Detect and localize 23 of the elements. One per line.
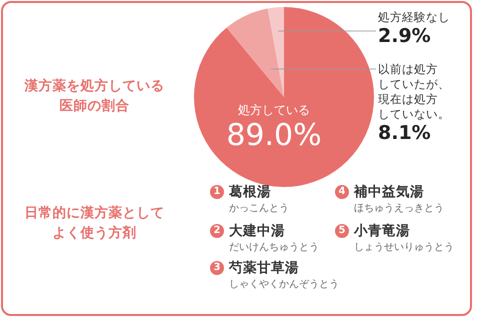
text: 日常的に漢方薬としてよく使う方剤 xyxy=(24,204,166,243)
data-label: 8.1% xyxy=(378,122,432,144)
number-badge: 5 xyxy=(335,224,349,238)
text: 大建中湯 xyxy=(229,222,285,240)
data-label: 2.9% xyxy=(378,25,432,47)
text: 葛根湯 xyxy=(229,183,271,201)
data-label: 89.0% xyxy=(226,118,322,153)
number-badge: 2 xyxy=(210,224,224,238)
text: だいけんちゅうとう xyxy=(229,241,319,254)
text: 漢方薬を処方している医師の割合 xyxy=(24,77,166,116)
slice-label: 以前は処方していたが、現在は処方していない。 xyxy=(378,62,450,121)
text: かっこんとう xyxy=(229,202,289,215)
number-badge: 4 xyxy=(335,185,349,199)
slice-label: 処方経験なし xyxy=(378,10,450,24)
text: 小青竜湯 xyxy=(354,222,410,240)
slice-label: 処方している xyxy=(238,103,310,117)
number-badge: 1 xyxy=(210,185,224,199)
text: ほちゅうえっきとう xyxy=(354,202,444,215)
text: しょうせいりゅうとう xyxy=(354,241,454,254)
text: 補中益気湯 xyxy=(354,183,424,201)
text: しゃくやくかんぞうとう xyxy=(229,278,339,291)
text: 芍薬甘草湯 xyxy=(229,259,299,277)
number-badge: 3 xyxy=(210,261,224,275)
